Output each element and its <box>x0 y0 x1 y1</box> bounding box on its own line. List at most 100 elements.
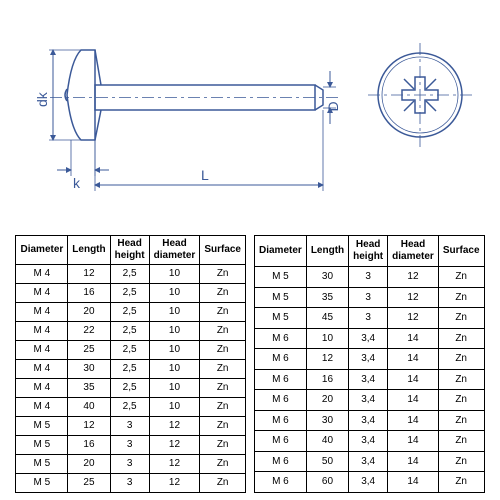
table-row: M 6163,414Zn <box>255 369 485 390</box>
screw-spec-sheet: dkDkL DiameterLengthHeadheightHeaddiamet… <box>0 0 500 500</box>
table-row: M 520312Zn <box>16 455 246 474</box>
table-cell: 14 <box>388 410 439 431</box>
table-cell: 2,5 <box>110 398 149 417</box>
table-cell: Zn <box>200 322 246 341</box>
table-cell: M 5 <box>255 267 307 288</box>
table-cell: 2,5 <box>110 284 149 303</box>
table-cell: Zn <box>438 267 484 288</box>
table-cell: 10 <box>149 284 200 303</box>
table-cell: M 4 <box>16 341 68 360</box>
table-row: M 545312Zn <box>255 308 485 329</box>
table-row: M 4222,510Zn <box>16 322 246 341</box>
table-cell: M 6 <box>255 349 307 370</box>
table-row: M 6203,414Zn <box>255 390 485 411</box>
table-cell: M 5 <box>16 474 68 493</box>
table-cell: 3,4 <box>349 328 388 349</box>
table-cell: 10 <box>306 328 348 349</box>
table-row: M 4162,510Zn <box>16 284 246 303</box>
table-row: M 6403,414Zn <box>255 431 485 452</box>
table-cell: 14 <box>388 369 439 390</box>
table-cell: M 4 <box>16 284 68 303</box>
table-cell: 30 <box>68 360 110 379</box>
table-cell: 3,4 <box>349 472 388 493</box>
table-cell: 10 <box>149 322 200 341</box>
column-header: Headdiameter <box>149 236 200 265</box>
table-cell: Zn <box>200 379 246 398</box>
table-cell: 3,4 <box>349 451 388 472</box>
table-cell: Zn <box>200 303 246 322</box>
table-cell: Zn <box>200 398 246 417</box>
svg-text:D: D <box>325 101 341 111</box>
table-cell: Zn <box>200 455 246 474</box>
table-cell: 50 <box>306 451 348 472</box>
table-cell: 3 <box>110 417 149 436</box>
table-cell: 20 <box>68 303 110 322</box>
spec-table-right: DiameterLengthHeadheightHeaddiameterSurf… <box>254 235 485 493</box>
table-row: M 512312Zn <box>16 417 246 436</box>
table-cell: M 5 <box>16 417 68 436</box>
table-cell: 30 <box>306 267 348 288</box>
table-cell: M 4 <box>16 265 68 284</box>
table-cell: M 6 <box>255 369 307 390</box>
table-row: M 516312Zn <box>16 436 246 455</box>
table-cell: 3 <box>110 455 149 474</box>
svg-text:L: L <box>201 167 209 183</box>
table-cell: M 4 <box>16 379 68 398</box>
table-cell: M 6 <box>255 390 307 411</box>
table-cell: 10 <box>149 341 200 360</box>
column-header: Headheight <box>349 236 388 267</box>
column-header: Diameter <box>16 236 68 265</box>
table-cell: 16 <box>68 436 110 455</box>
table-cell: M 6 <box>255 472 307 493</box>
table-cell: 30 <box>306 410 348 431</box>
table-row: M 4302,510Zn <box>16 360 246 379</box>
table-cell: 3,4 <box>349 390 388 411</box>
screw-drawing-svg: dk Dk L <box>5 10 495 230</box>
table-cell: M 4 <box>16 398 68 417</box>
table-cell: 16 <box>68 284 110 303</box>
table-row: M 6303,414Zn <box>255 410 485 431</box>
table-cell: 2,5 <box>110 322 149 341</box>
table-cell: 25 <box>68 474 110 493</box>
table-cell: Zn <box>438 287 484 308</box>
column-header: Length <box>68 236 110 265</box>
table-cell: M 6 <box>255 328 307 349</box>
table-cell: M 5 <box>255 308 307 329</box>
table-cell: Zn <box>438 369 484 390</box>
table-row: M 525312Zn <box>16 474 246 493</box>
table-cell: Zn <box>438 472 484 493</box>
table-cell: Zn <box>438 308 484 329</box>
table-cell: 2,5 <box>110 379 149 398</box>
svg-text:dk: dk <box>34 91 50 107</box>
table-cell: 14 <box>388 451 439 472</box>
table-cell: 10 <box>149 303 200 322</box>
table-row: M 6603,414Zn <box>255 472 485 493</box>
table-cell: 12 <box>388 287 439 308</box>
table-cell: 12 <box>68 417 110 436</box>
table-cell: 2,5 <box>110 303 149 322</box>
table-cell: 2,5 <box>110 341 149 360</box>
table-cell: 10 <box>149 265 200 284</box>
table-cell: 12 <box>149 417 200 436</box>
table-row: M 4202,510Zn <box>16 303 246 322</box>
table-cell: 14 <box>388 431 439 452</box>
table-cell: 3 <box>110 474 149 493</box>
table-row: M 6103,414Zn <box>255 328 485 349</box>
table-cell: 2,5 <box>110 265 149 284</box>
table-cell: 12 <box>149 455 200 474</box>
table-cell: 40 <box>68 398 110 417</box>
table-cell: 3,4 <box>349 431 388 452</box>
table-cell: 10 <box>149 398 200 417</box>
table-cell: 35 <box>306 287 348 308</box>
table-cell: M 4 <box>16 303 68 322</box>
technical-diagram: dk Dk L <box>5 10 495 230</box>
column-header: Headheight <box>110 236 149 265</box>
table-row: M 530312Zn <box>255 267 485 288</box>
table-cell: M 6 <box>255 451 307 472</box>
table-cell: 14 <box>388 390 439 411</box>
svg-text:k: k <box>73 175 81 191</box>
table-cell: 14 <box>388 472 439 493</box>
table-cell: 40 <box>306 431 348 452</box>
table-cell: 10 <box>149 360 200 379</box>
table-cell: Zn <box>200 341 246 360</box>
